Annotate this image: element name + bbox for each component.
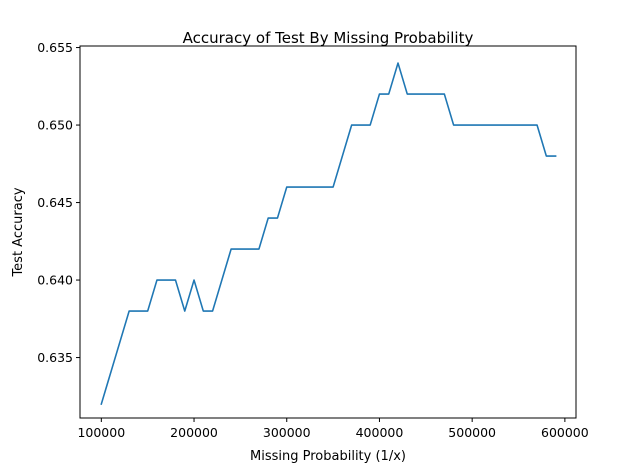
y-axis-label: Test Accuracy bbox=[11, 187, 26, 277]
data-point bbox=[295, 186, 297, 188]
x-tick-label: 600000 bbox=[541, 425, 589, 440]
data-point bbox=[277, 217, 279, 219]
data-point bbox=[193, 279, 195, 281]
y-tick-label: 0.650 bbox=[37, 118, 73, 133]
data-point bbox=[518, 124, 520, 126]
data-point bbox=[119, 341, 121, 343]
data-point bbox=[536, 124, 538, 126]
data-point bbox=[499, 124, 501, 126]
data-point bbox=[240, 248, 242, 250]
data-point bbox=[230, 248, 232, 250]
data-point bbox=[508, 124, 510, 126]
data-point bbox=[425, 93, 427, 95]
x-tick-label: 300000 bbox=[263, 425, 311, 440]
data-point bbox=[360, 124, 362, 126]
data-point bbox=[249, 248, 251, 250]
data-point bbox=[527, 124, 529, 126]
data-point bbox=[203, 310, 205, 312]
data-point bbox=[490, 124, 492, 126]
data-point bbox=[267, 217, 269, 219]
data-point bbox=[165, 279, 167, 281]
y-tick-label: 0.640 bbox=[37, 273, 73, 288]
data-point bbox=[546, 155, 548, 157]
chart-title: Accuracy of Test By Missing Probability bbox=[183, 29, 474, 47]
data-point bbox=[314, 186, 316, 188]
data-point bbox=[351, 124, 353, 126]
data-point bbox=[406, 93, 408, 95]
y-tick-label: 0.635 bbox=[37, 350, 73, 365]
data-point bbox=[462, 124, 464, 126]
plot-area bbox=[100, 62, 557, 406]
data-point bbox=[184, 310, 186, 312]
data-point bbox=[101, 403, 103, 405]
data-point bbox=[444, 93, 446, 95]
data-point bbox=[212, 310, 214, 312]
data-point bbox=[397, 62, 399, 64]
data-point bbox=[342, 155, 344, 157]
data-point bbox=[138, 310, 140, 312]
x-tick-label: 500000 bbox=[448, 425, 496, 440]
data-point bbox=[416, 93, 418, 95]
data-point bbox=[555, 155, 557, 157]
x-tick-label: 100000 bbox=[77, 425, 125, 440]
axes-frame bbox=[79, 45, 577, 419]
data-point bbox=[471, 124, 473, 126]
data-point bbox=[453, 124, 455, 126]
x-tick-label: 400000 bbox=[356, 425, 404, 440]
y-tick-label: 0.645 bbox=[37, 195, 73, 210]
y-axis-ticks: 0.635 0.640 0.645 0.650 0.655 bbox=[37, 40, 80, 365]
data-point bbox=[379, 93, 381, 95]
data-point bbox=[286, 186, 288, 188]
data-point bbox=[110, 372, 112, 374]
x-axis-label: Missing Probability (1/x) bbox=[250, 449, 406, 464]
data-point bbox=[434, 93, 436, 95]
data-point bbox=[128, 310, 130, 312]
data-point bbox=[332, 186, 334, 188]
data-point bbox=[323, 186, 325, 188]
data-point bbox=[304, 186, 306, 188]
data-point bbox=[258, 248, 260, 250]
x-axis-ticks: 100000 200000 300000 400000 500000 600000 bbox=[77, 418, 589, 440]
y-tick-label: 0.655 bbox=[37, 40, 73, 55]
data-point bbox=[147, 310, 149, 312]
series-line bbox=[100, 62, 557, 406]
x-tick-label: 200000 bbox=[170, 425, 218, 440]
data-point bbox=[221, 279, 223, 281]
data-point bbox=[175, 279, 177, 281]
data-point bbox=[369, 124, 371, 126]
data-point bbox=[481, 124, 483, 126]
data-point bbox=[156, 279, 158, 281]
data-point bbox=[388, 93, 390, 95]
